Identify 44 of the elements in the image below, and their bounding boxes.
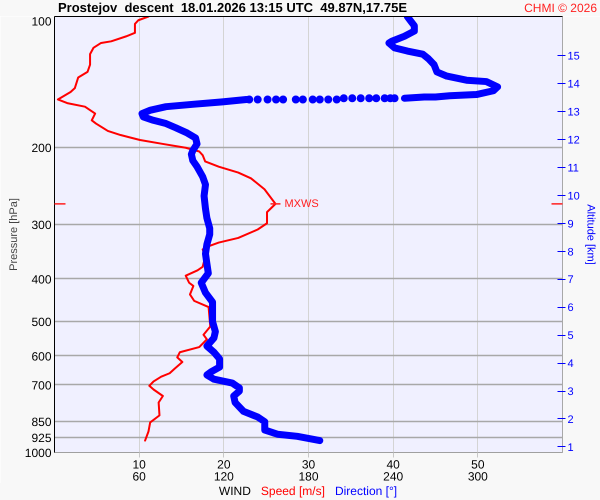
y2-tick-label: 2 bbox=[568, 414, 574, 426]
y2-tick-label: 3 bbox=[568, 386, 574, 398]
y2-tick-label: 6 bbox=[568, 302, 574, 314]
x-axis-title: WIND bbox=[218, 484, 251, 498]
x-tick-label: 50 bbox=[471, 458, 485, 472]
y2-tick-label: 8 bbox=[568, 246, 574, 258]
x-tick-label: 40 bbox=[386, 458, 400, 472]
y-tick-label: 200 bbox=[31, 141, 52, 156]
y2-tick-label: 12 bbox=[568, 134, 580, 146]
x-tick-label: 10 bbox=[132, 458, 146, 472]
y-axis-title: Pressure [hPa] bbox=[8, 198, 20, 271]
y2-axis-title: Altitude [km] bbox=[584, 204, 597, 265]
y-tick-label: 100 bbox=[31, 14, 52, 28]
y-tick-label: 500 bbox=[31, 314, 52, 329]
y2-tick-label: 10 bbox=[568, 190, 580, 202]
y-tick-label: 300 bbox=[31, 218, 52, 232]
x2-tick-label: 120 bbox=[214, 470, 234, 484]
y2-tick-label: 1 bbox=[568, 442, 574, 454]
x-tick-label: 20 bbox=[217, 458, 231, 472]
y2-tick-label: 7 bbox=[568, 274, 574, 286]
x2-tick-label: 180 bbox=[298, 470, 319, 484]
text: Speed [m/s] bbox=[260, 484, 325, 498]
y-tick-label: 700 bbox=[31, 378, 52, 392]
y-tick-label: 1000 bbox=[24, 446, 52, 460]
x2-tick-label: 240 bbox=[383, 470, 404, 484]
y-tick-label: 600 bbox=[31, 349, 52, 364]
text: Direction [°] bbox=[334, 484, 398, 498]
line-series bbox=[56, 16, 276, 442]
x2-tick-label: 300 bbox=[468, 470, 488, 484]
y2-tick-label: 5 bbox=[568, 330, 574, 342]
y2-tick-label: 4 bbox=[568, 358, 574, 370]
y2-tick-label: 14 bbox=[568, 78, 580, 91]
y2-tick-label: 9 bbox=[568, 218, 574, 230]
y-tick-label: 925 bbox=[31, 431, 52, 446]
chart-title: Prostejov descent 18.01.2026 13:15 UTC 49.87N,17.75E bbox=[58, 0, 408, 16]
x2-tick-label: 60 bbox=[132, 470, 146, 484]
text: CHMI © 2026 bbox=[524, 0, 597, 16]
y2-tick-label: 11 bbox=[568, 162, 579, 174]
y-tick-label: 400 bbox=[31, 272, 52, 286]
y2-tick-label: 15 bbox=[568, 50, 580, 63]
annotation: MXWS bbox=[284, 198, 319, 210]
y2-tick-label: 13 bbox=[568, 106, 580, 119]
y-tick-label: 850 bbox=[31, 415, 52, 430]
x-tick-label: 30 bbox=[302, 458, 316, 472]
